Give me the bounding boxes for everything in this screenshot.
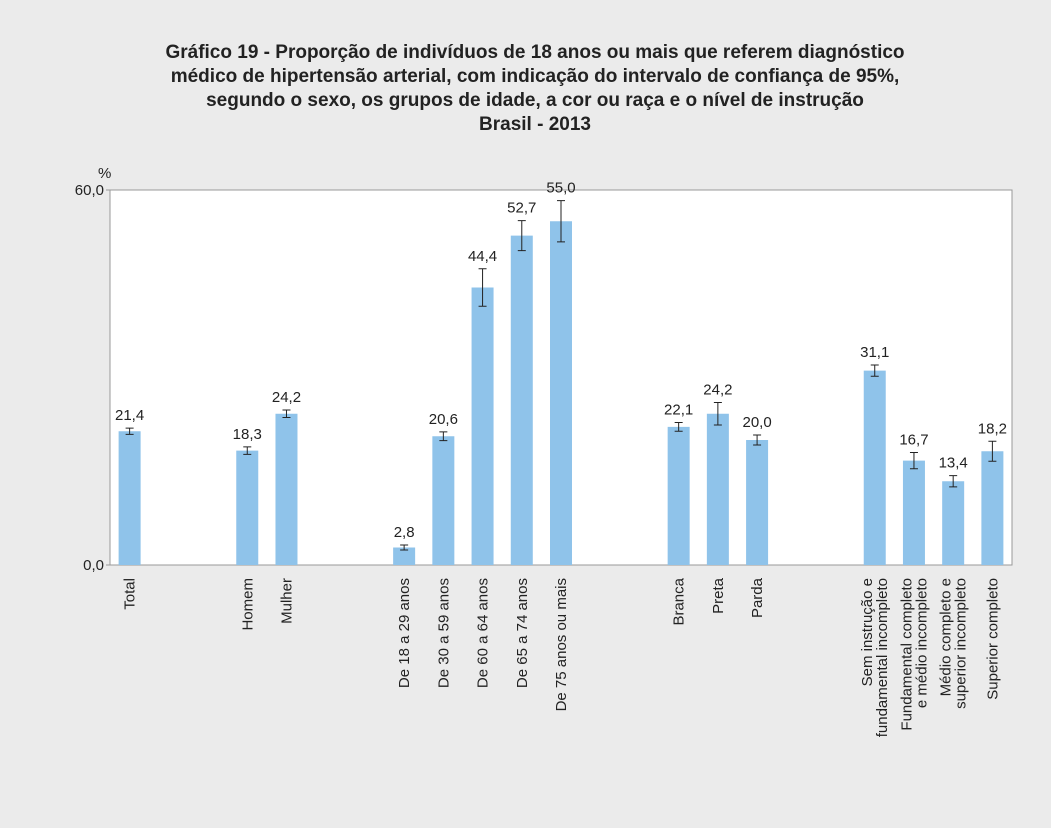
data-label: 44,4 (468, 248, 497, 265)
x-tick-label: Branca (671, 577, 688, 625)
error-bar (243, 446, 252, 455)
data-label: 24,2 (703, 382, 732, 399)
y-unit: % (98, 165, 111, 182)
bar (706, 413, 729, 565)
y-tick-label: 60,0 (75, 182, 104, 199)
chart-title: segundo o sexo, os grupos de idade, a co… (206, 90, 864, 111)
error-bar (988, 440, 997, 462)
x-tick-label: Médio completo e (938, 578, 955, 696)
x-tick-label: Superior completo (984, 578, 1001, 700)
x-tick-label: Total (122, 578, 139, 610)
data-label: 24,2 (272, 389, 301, 406)
chart-title: Gráfico 19 - Proporção de indivíduos de … (165, 42, 904, 63)
chart-title: Brasil - 2013 (479, 114, 591, 135)
error-bar (713, 402, 722, 426)
bar (432, 436, 455, 565)
error-bar (870, 364, 879, 377)
bar (746, 440, 769, 565)
x-tick-label: Preta (710, 577, 727, 614)
bar (393, 547, 416, 565)
data-label: 16,7 (899, 432, 928, 449)
x-tick-label: Mulher (278, 578, 295, 624)
error-bar (517, 220, 526, 252)
error-bar (439, 431, 448, 442)
x-tick-label: superior incompleto (953, 578, 970, 709)
x-tick-label: De 75 anos ou mais (553, 578, 570, 711)
x-tick-label: De 30 a 59 anos (435, 578, 452, 688)
bar (667, 426, 690, 565)
data-label: 22,1 (664, 402, 693, 419)
data-label: 18,3 (233, 426, 262, 443)
error-bar (557, 200, 565, 243)
x-tick-label: De 60 a 64 anos (475, 578, 492, 688)
error-bar (125, 427, 134, 435)
bar (118, 431, 141, 565)
error-bar (478, 268, 487, 307)
x-tick-label: De 18 a 29 anos (396, 578, 413, 688)
bar (902, 460, 925, 565)
x-tick-label: Parda (749, 577, 766, 618)
x-tick-label: Homem (239, 578, 256, 631)
error-bar (282, 409, 291, 418)
error-bar (674, 422, 683, 432)
data-label: 18,2 (978, 420, 1007, 437)
data-label: 21,4 (115, 407, 144, 424)
bar (510, 235, 533, 565)
bar (471, 287, 494, 565)
data-label: 20,6 (429, 411, 458, 428)
error-bar (753, 434, 762, 446)
error-bar (949, 475, 958, 488)
bar (981, 451, 1004, 565)
data-label: 31,1 (860, 344, 889, 361)
data-label: 13,4 (939, 455, 968, 472)
x-tick-label: Fundamental completo (898, 578, 915, 731)
x-tick-label: e médio incompleto (913, 578, 930, 708)
bar (275, 413, 298, 565)
error-bar (909, 452, 918, 470)
x-tick-label: Sem instrução e (859, 578, 876, 686)
bar (863, 370, 886, 565)
data-label: 52,7 (507, 200, 536, 217)
x-tick-label: fundamental incompleto (874, 578, 891, 737)
x-tick-label: De 65 a 74 anos (514, 578, 531, 688)
bar (550, 221, 572, 565)
y-tick-label: 0,0 (83, 557, 104, 574)
data-label: 20,0 (742, 414, 771, 431)
bar (942, 481, 965, 565)
data-label: 2,8 (394, 524, 415, 541)
bar (236, 450, 259, 565)
error-bar (400, 544, 409, 551)
chart-title: médico de hipertensão arterial, com indi… (171, 66, 900, 87)
data-label: 55,0 (546, 180, 575, 197)
